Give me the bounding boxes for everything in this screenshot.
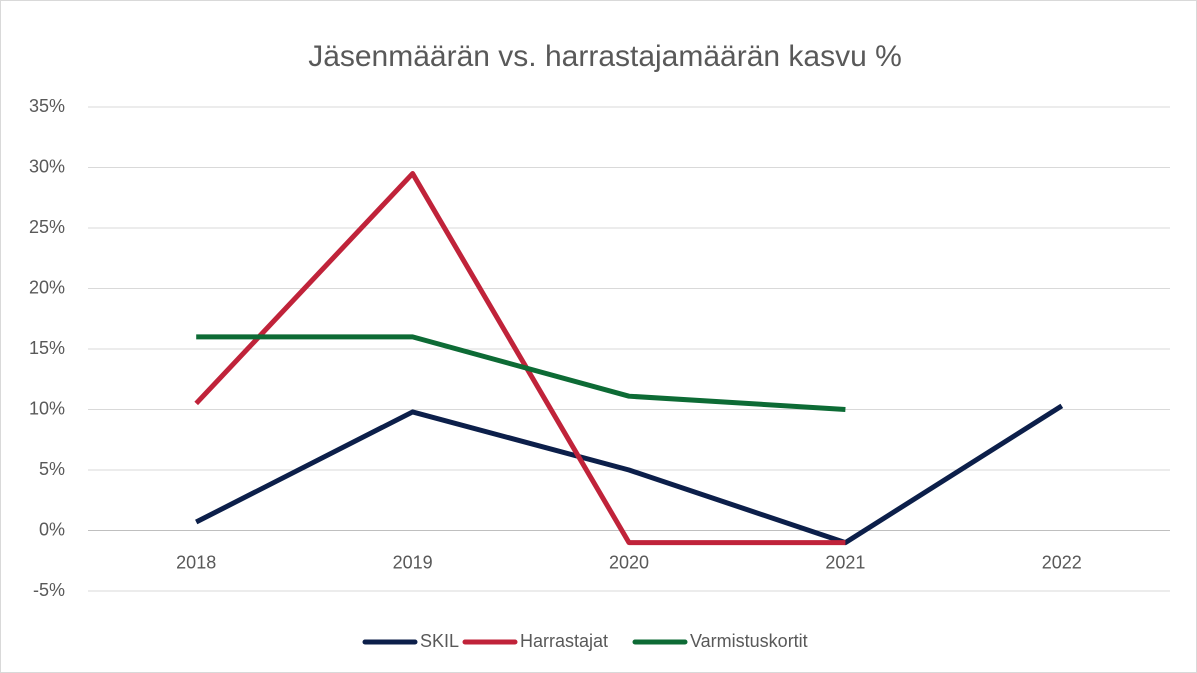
series-line (196, 334, 846, 412)
chart-title: Jäsenmäärän vs. harrastajamäärän kasvu % (308, 40, 902, 73)
x-tick-label: 2018 (176, 552, 216, 572)
y-tick-label: 0% (39, 519, 65, 539)
y-tick-label: 25% (29, 217, 65, 237)
y-tick-label: 15% (29, 338, 65, 358)
legend-label: Harrastajat (520, 631, 608, 651)
y-tick-label: -5% (33, 580, 65, 600)
y-tick-label: 30% (29, 156, 65, 176)
x-tick-label: 2021 (825, 552, 865, 572)
legend-label: SKIL (420, 631, 459, 651)
x-tick-label: 2019 (393, 552, 433, 572)
legend-label: Varmistuskortit (690, 631, 808, 651)
y-tick-label: 35% (29, 96, 65, 116)
y-tick-label: 10% (29, 398, 65, 418)
series-line (195, 403, 1064, 546)
x-tick-label: 2020 (609, 552, 649, 572)
y-tick-label: 20% (29, 277, 65, 297)
x-tick-label: 2022 (1042, 552, 1082, 572)
y-tick-label: 5% (39, 459, 65, 479)
series-line (194, 171, 846, 546)
